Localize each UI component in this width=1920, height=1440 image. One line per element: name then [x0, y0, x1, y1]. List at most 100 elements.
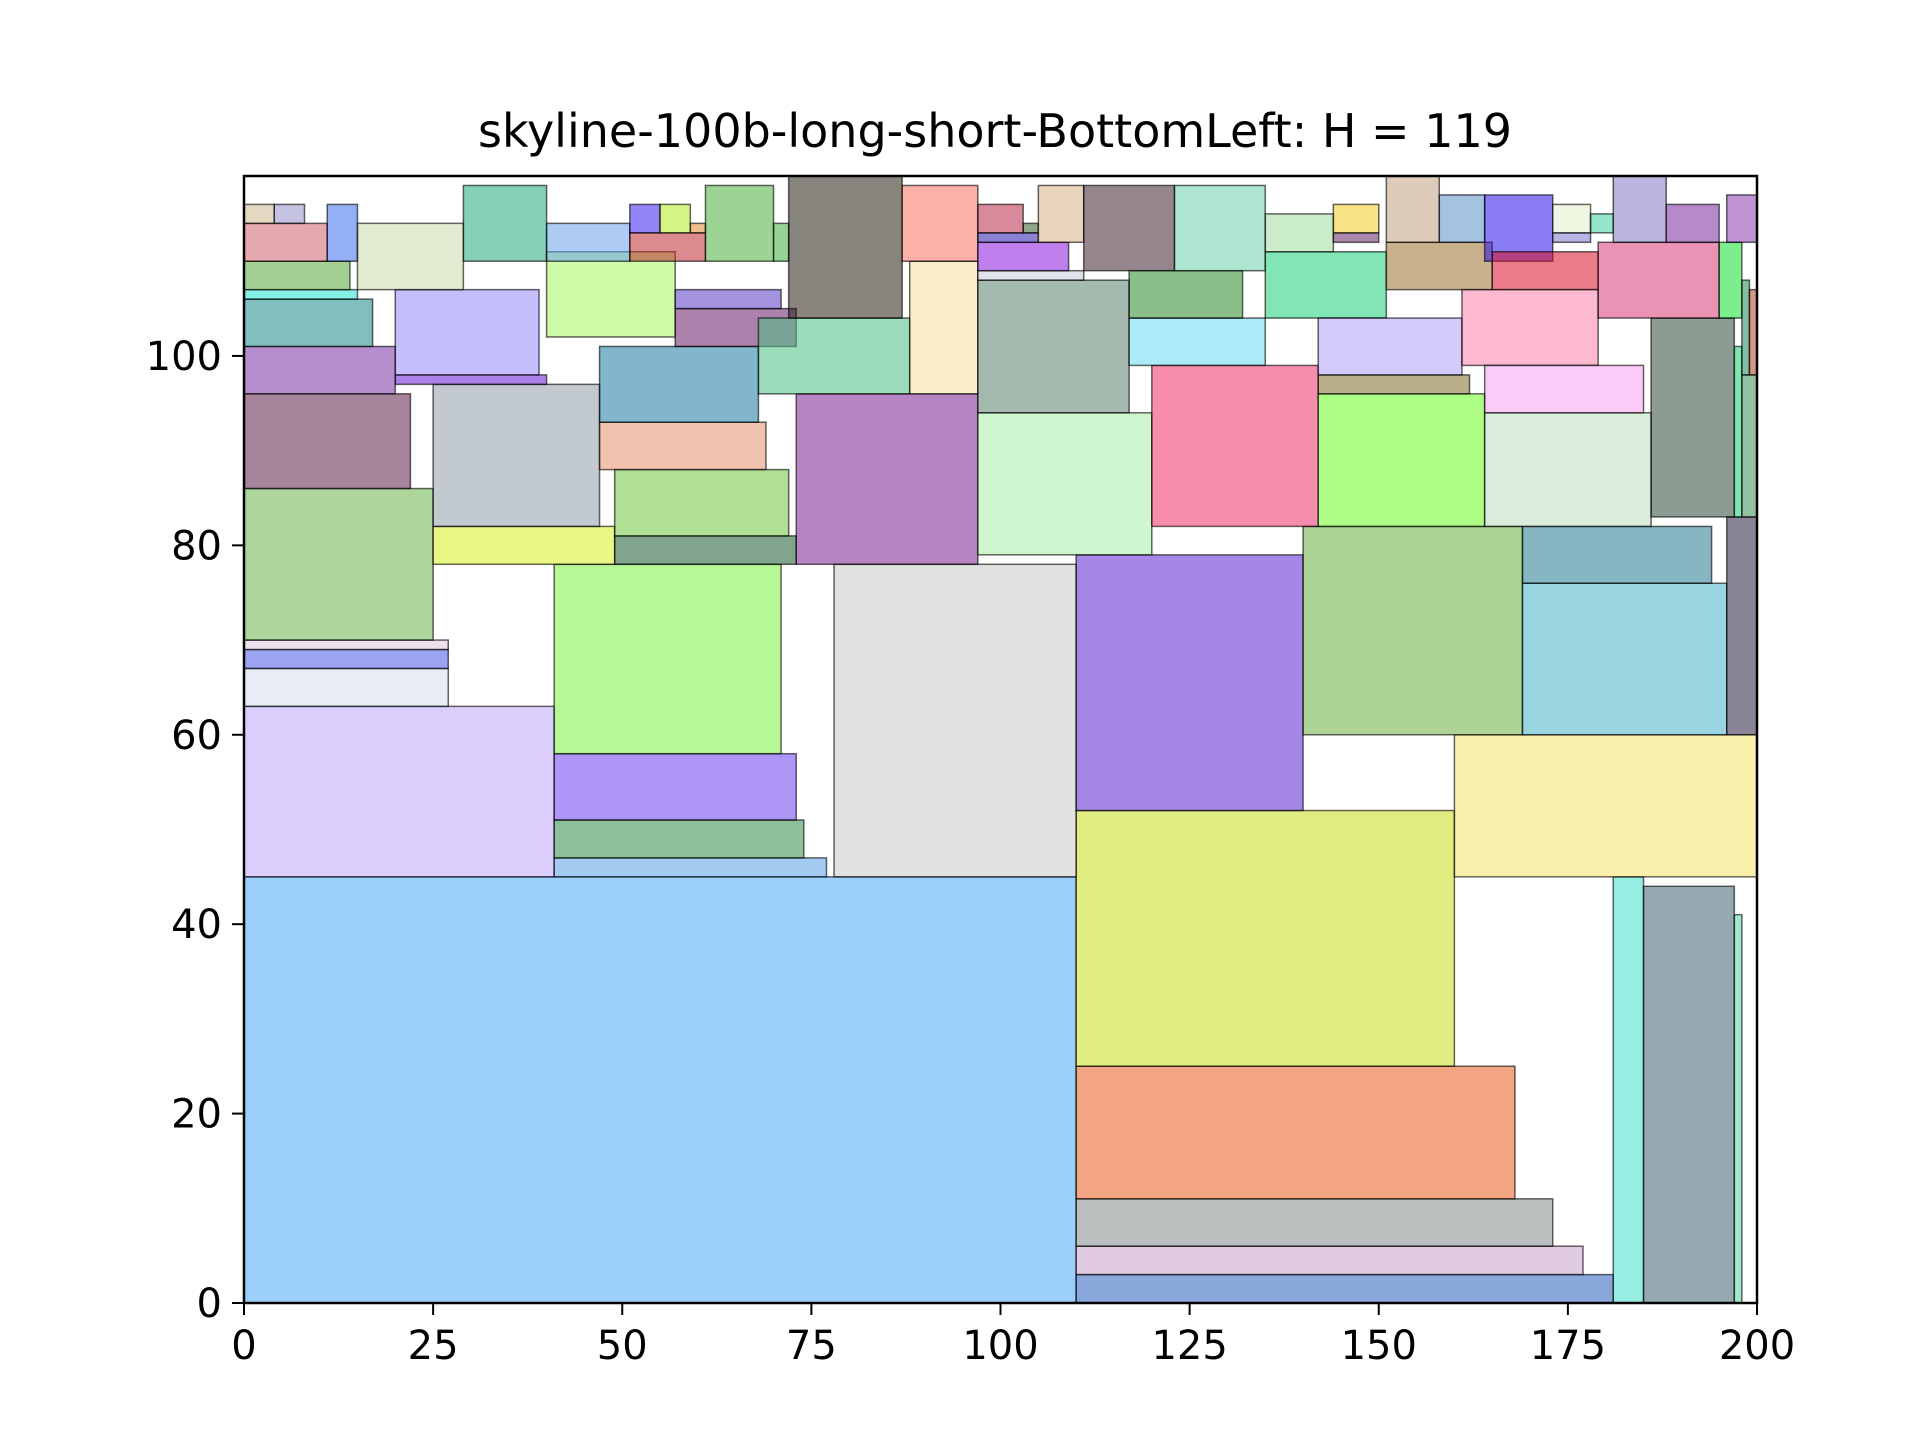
- packed-rect-46: [243, 222, 328, 262]
- x-tick-label-0: 0: [231, 1323, 256, 1369]
- packed-rect-85: [1438, 194, 1486, 244]
- packed-rect-90: [1551, 232, 1592, 244]
- packed-rect-1: [1075, 1273, 1615, 1304]
- packed-rect-0: [243, 876, 1077, 1304]
- packed-rect-42: [394, 288, 540, 376]
- packed-rect-38: [598, 345, 760, 423]
- y-tick-label-5: 100: [146, 334, 222, 380]
- y-tick-label-2: 40: [171, 902, 222, 948]
- packed-rect-72: [1037, 184, 1085, 244]
- chart-title: skyline-100b-long-short-BottomLeft: H = …: [478, 104, 1512, 158]
- x-tick-label-6: 150: [1341, 1323, 1417, 1369]
- packed-rect-50: [356, 222, 465, 291]
- packed-rect-14: [553, 563, 782, 755]
- packed-rect-18: [1521, 582, 1728, 736]
- packed-rect-79: [1317, 374, 1471, 395]
- packed-rect-39: [243, 393, 412, 490]
- packed-rect-63: [787, 175, 903, 319]
- packed-rect-80: [1317, 317, 1463, 376]
- packed-rect-84: [1385, 175, 1441, 244]
- packed-rect-41: [394, 374, 548, 386]
- packed-rect-60: [704, 184, 775, 262]
- packed-rect-54: [629, 232, 707, 262]
- packed-rect-37: [598, 421, 767, 471]
- packed-rect-78: [1264, 213, 1335, 253]
- packed-rect-22: [243, 648, 450, 670]
- packed-rect-5: [1075, 809, 1456, 1067]
- packed-rect-11: [553, 857, 828, 878]
- packed-rect-88: [1461, 288, 1599, 367]
- packed-rect-91: [1551, 203, 1592, 234]
- packed-rect-69: [977, 232, 1040, 244]
- packed-rect-19: [1521, 525, 1713, 584]
- packed-rect-86: [1483, 194, 1554, 262]
- packed-rect-94: [1612, 175, 1667, 244]
- packed-rect-13: [553, 752, 797, 821]
- packed-rect-21: [243, 667, 450, 708]
- packed-rect-96: [1741, 279, 1751, 376]
- packed-rect-57: [689, 222, 707, 234]
- packed-rect-76: [1173, 184, 1267, 272]
- packed-rect-52: [545, 251, 676, 338]
- packed-rect-66: [977, 279, 1130, 414]
- packed-rect-17: [1302, 525, 1524, 736]
- x-tick-label-3: 75: [786, 1323, 837, 1369]
- packed-rect-95: [1718, 241, 1743, 319]
- packed-rect-29: [977, 412, 1153, 556]
- packed-rect-7: [1642, 885, 1736, 1304]
- packed-rect-40: [243, 345, 397, 395]
- packed-rect-45: [243, 260, 351, 291]
- packed-rect-35: [1741, 374, 1758, 518]
- packed-rect-28: [795, 393, 979, 566]
- packed-rect-25: [432, 525, 616, 566]
- packed-rect-26: [613, 535, 797, 566]
- packed-rect-12: [553, 819, 805, 859]
- rects-layer: [243, 175, 1758, 1304]
- y-tick-label-1: 20: [171, 1092, 222, 1138]
- y-tick-label-3: 60: [171, 713, 222, 759]
- packed-rect-20: [1725, 516, 1758, 736]
- packed-rect-23: [243, 639, 450, 651]
- packed-rect-61: [772, 222, 790, 262]
- packed-rect-73: [1082, 184, 1176, 272]
- packed-rect-36: [432, 383, 601, 528]
- x-tick-label-8: 200: [1719, 1323, 1795, 1369]
- packed-rect-30: [1151, 364, 1319, 528]
- packed-rect-4: [1075, 1065, 1516, 1200]
- packed-rect-34: [1733, 345, 1743, 518]
- packed-rect-27: [613, 468, 790, 537]
- x-tick-label-7: 175: [1530, 1323, 1606, 1369]
- packed-rect-49: [273, 203, 306, 225]
- packed-rect-24: [243, 487, 434, 641]
- x-tick-label-1: 25: [408, 1323, 459, 1369]
- packed-rect-33: [1650, 317, 1736, 518]
- packed-rect-98: [1665, 203, 1720, 244]
- packed-rect-74: [1128, 317, 1267, 367]
- packed-rect-75: [1128, 269, 1244, 319]
- packed-rect-59: [674, 288, 782, 310]
- packed-rect-65: [901, 184, 979, 262]
- packed-rect-3: [1075, 1198, 1554, 1247]
- packed-rect-16: [1075, 554, 1304, 812]
- packed-rect-81: [1332, 232, 1380, 244]
- packed-rect-82: [1332, 203, 1380, 234]
- packed-rect-55: [629, 203, 661, 234]
- packed-rect-56: [659, 203, 692, 234]
- packed-rect-51: [462, 184, 548, 262]
- packed-rect-10: [243, 705, 555, 878]
- packed-rect-48: [243, 203, 276, 225]
- x-tick-label-2: 50: [597, 1323, 648, 1369]
- packed-rect-99: [1725, 194, 1758, 244]
- packed-rect-53: [545, 222, 631, 262]
- packed-rect-83: [1385, 241, 1493, 291]
- packed-rect-77: [1264, 251, 1388, 319]
- packed-rect-31: [1317, 393, 1486, 528]
- packed-rect-43: [243, 298, 374, 348]
- packed-rect-44: [243, 288, 359, 300]
- packed-rect-71: [1022, 222, 1040, 234]
- packed-rect-64: [908, 260, 979, 395]
- axes-layer: 0 25 50 75 100 125 150 175 200 0 20 40 60 80 100: [146, 174, 1795, 1369]
- y-tick-label-4: 80: [171, 523, 222, 569]
- x-tick-label-4: 100: [962, 1323, 1038, 1369]
- packed-rect-87: [1491, 251, 1599, 291]
